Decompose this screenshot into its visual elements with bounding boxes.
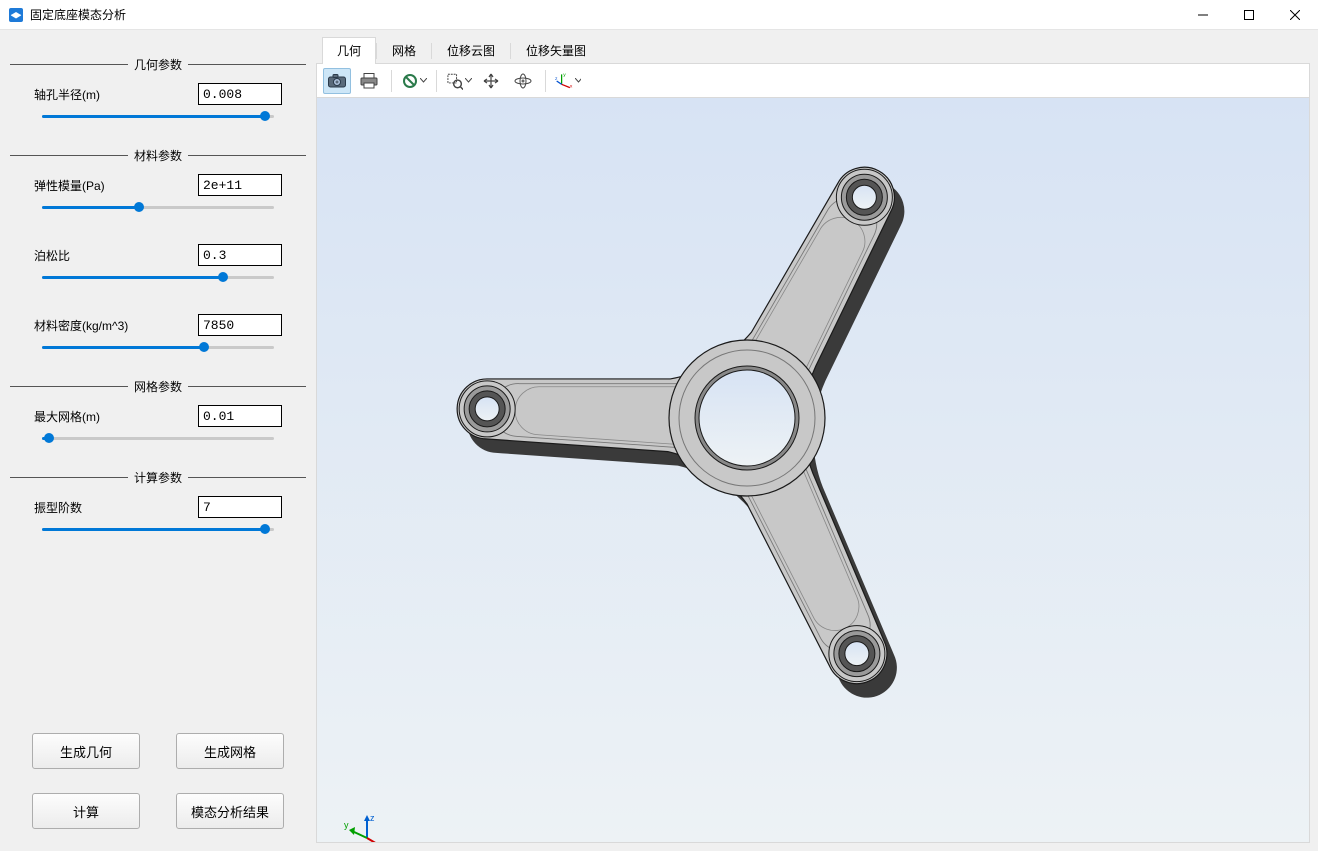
camera-icon[interactable]	[323, 68, 351, 94]
input-modes[interactable]	[198, 496, 282, 518]
model-geometry	[317, 98, 1309, 842]
3d-viewport[interactable]: zxy	[316, 98, 1310, 843]
group-title-material: 材料参数	[128, 147, 188, 164]
group-compute: 计算参数 振型阶数	[10, 465, 306, 548]
orientation-triad: zxy	[342, 813, 392, 843]
view-panel: 几何 网格 位移云图 位移矢量图	[316, 38, 1310, 843]
zoom-icon[interactable]	[445, 68, 473, 94]
input-density[interactable]	[198, 314, 282, 336]
svg-text:y: y	[344, 820, 349, 830]
app-icon	[8, 7, 24, 23]
slider-young[interactable]	[42, 198, 274, 216]
input-maxmesh[interactable]	[198, 405, 282, 427]
group-title-compute: 计算参数	[128, 469, 188, 486]
input-radius[interactable]	[198, 83, 282, 105]
label-maxmesh: 最大网格(m)	[34, 408, 198, 425]
svg-text:y: y	[563, 73, 566, 78]
label-modes: 振型阶数	[34, 499, 198, 516]
compute-button[interactable]: 计算	[32, 793, 140, 829]
svg-text:x: x	[570, 84, 573, 89]
group-material: 材料参数 弹性模量(Pa) 泊松比	[10, 143, 306, 366]
view-tabs: 几何 网格 位移云图 位移矢量图	[316, 38, 1310, 64]
label-radius: 轴孔半径(m)	[34, 86, 198, 103]
slider-modes[interactable]	[42, 520, 274, 538]
axes-triad-icon[interactable]: y x z	[554, 68, 582, 94]
parameter-panel: 几何参数 轴孔半径(m) 材料参数	[8, 38, 308, 843]
generate-mesh-button[interactable]: 生成网格	[176, 733, 284, 769]
generate-geometry-button[interactable]: 生成几何	[32, 733, 140, 769]
slider-radius[interactable]	[42, 107, 274, 125]
group-title-geometry: 几何参数	[128, 56, 188, 73]
titlebar: 固定底座模态分析	[0, 0, 1318, 30]
slider-density[interactable]	[42, 338, 274, 356]
tab-mesh[interactable]: 网格	[377, 37, 431, 64]
print-icon[interactable]	[355, 68, 383, 94]
svg-text:z: z	[370, 813, 375, 823]
no-entry-icon[interactable]	[400, 68, 428, 94]
tab-geometry[interactable]: 几何	[322, 37, 376, 64]
results-button[interactable]: 模态分析结果	[176, 793, 284, 829]
rotate-icon[interactable]	[509, 68, 537, 94]
tab-displacement-vector[interactable]: 位移矢量图	[511, 37, 601, 64]
close-button[interactable]	[1272, 0, 1318, 30]
group-geometry: 几何参数 轴孔半径(m)	[10, 52, 306, 135]
input-poisson[interactable]	[198, 244, 282, 266]
pan-icon[interactable]	[477, 68, 505, 94]
viewport-toolbar: y x z	[316, 64, 1310, 98]
input-young[interactable]	[198, 174, 282, 196]
window-title: 固定底座模态分析	[30, 6, 126, 23]
minimize-button[interactable]	[1180, 0, 1226, 30]
label-density: 材料密度(kg/m^3)	[34, 317, 198, 334]
group-title-mesh: 网格参数	[128, 378, 188, 395]
label-young: 弹性模量(Pa)	[34, 177, 198, 194]
maximize-button[interactable]	[1226, 0, 1272, 30]
slider-maxmesh[interactable]	[42, 429, 274, 447]
label-poisson: 泊松比	[34, 247, 198, 264]
slider-poisson[interactable]	[42, 268, 274, 286]
tab-displacement-contour[interactable]: 位移云图	[432, 37, 510, 64]
group-mesh: 网格参数 最大网格(m)	[10, 374, 306, 457]
